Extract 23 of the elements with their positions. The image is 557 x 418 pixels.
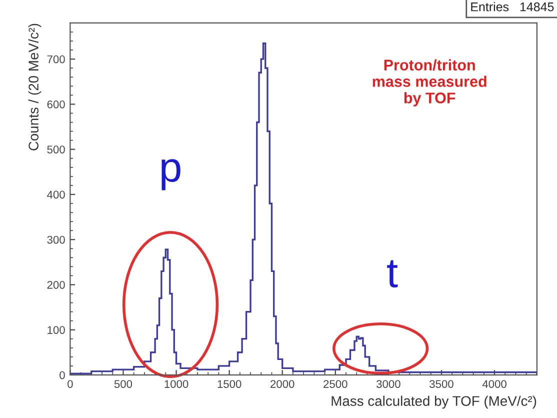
y-tick-label: 600 [47, 100, 65, 108]
x-tick-label: 2500 [324, 380, 348, 388]
y-tick-label: 100 [48, 326, 65, 334]
y-tick-label: 0 [60, 371, 65, 380]
y-tick-label: 200 [47, 280, 65, 289]
y-axis-title: Counts / (20 MeV/c²) [28, 24, 42, 150]
annotation: t [387, 260, 398, 288]
y-tick-label: 500 [47, 146, 65, 154]
x-tick-label: 2000 [270, 380, 294, 388]
x-tick-label: 1500 [218, 380, 242, 388]
y-tick-label: 400 [47, 190, 65, 199]
x-tick-label: 500 [114, 380, 132, 388]
x-tick-label: 3500 [430, 380, 454, 388]
x-axis-title: Mass calculated by TOF (MeV/c²) [332, 396, 536, 409]
annotation: p [162, 159, 180, 190]
x-tick-label: 1000 [164, 380, 188, 388]
y-tick-label: 700 [47, 55, 65, 64]
y-tick-label: 300 [47, 236, 65, 244]
x-tick-label: 0 [68, 380, 73, 388]
x-tick-label: 4000 [482, 380, 506, 388]
annotation: Proton/triton mass measured by TOF [372, 59, 486, 106]
text: Entries 14845 [471, 2, 554, 12]
x-tick-label: 3000 [376, 380, 400, 388]
